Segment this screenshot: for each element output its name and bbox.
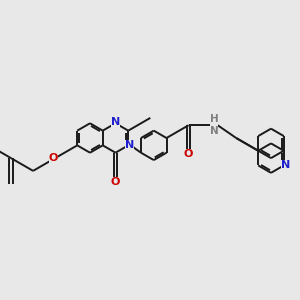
Text: O: O: [49, 153, 58, 163]
Text: H
N: H N: [210, 114, 218, 136]
Text: O: O: [111, 177, 120, 187]
Text: N: N: [124, 140, 134, 150]
Text: N: N: [280, 160, 290, 170]
Text: O: O: [184, 149, 193, 159]
Text: N: N: [111, 117, 120, 128]
